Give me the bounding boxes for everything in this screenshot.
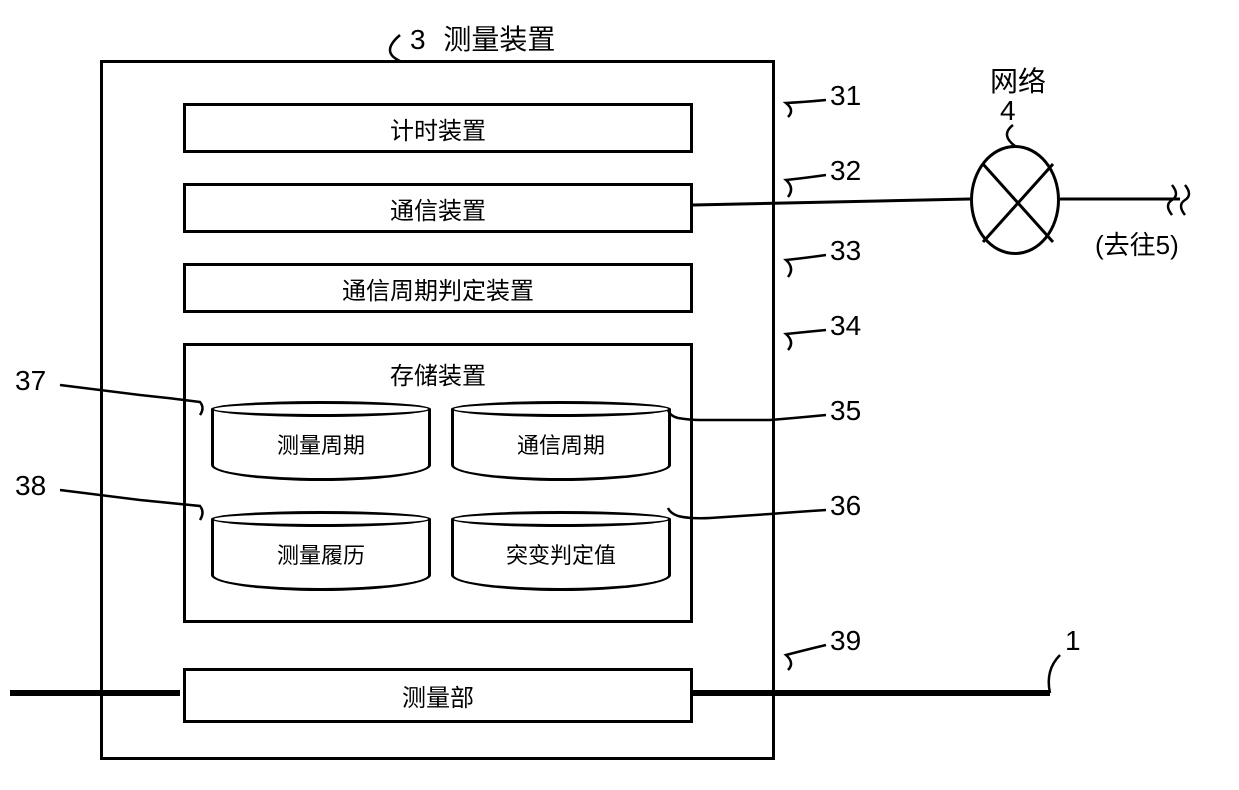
title-num: 3 测量装置 [410, 18, 555, 58]
cyl-35-label: 通信周期 [517, 428, 605, 460]
title-text: 测量装置 [443, 24, 555, 55]
box-39-measurement-unit: 测量部 [183, 668, 693, 723]
measurement-device-box: 计时装置 通信装置 通信周期判定装置 存储装置 测量周期 通信周期 测 [100, 60, 775, 760]
box-31-label: 计时装置 [390, 111, 486, 146]
ref-38: 38 [15, 470, 46, 502]
box-31-timer: 计时装置 [183, 103, 693, 153]
box-32-comm-device: 通信装置 [183, 183, 693, 233]
box-33-comm-period-judge: 通信周期判定装置 [183, 263, 693, 313]
ref-36: 36 [830, 490, 861, 522]
box-39-label: 测量部 [402, 678, 474, 713]
ref-4: 4 [1000, 95, 1016, 127]
ref-3: 3 [410, 24, 426, 55]
ref-37: 37 [15, 365, 46, 397]
ref-32: 32 [830, 155, 861, 187]
ref-33: 33 [830, 235, 861, 267]
box-32-label: 通信装置 [390, 191, 486, 226]
storage-title: 存储装置 [186, 346, 690, 391]
cyl-37-label: 测量周期 [277, 428, 365, 460]
cylinder-36: 突变判定值 [451, 511, 671, 591]
cylinder-38: 测量履历 [211, 511, 431, 591]
cyl-38-label: 测量履历 [277, 538, 365, 570]
box-34-storage: 存储装置 测量周期 通信周期 测量履历 突变判定值 [183, 343, 693, 623]
dest-label: (去往5) [1095, 225, 1179, 262]
cylinder-37: 测量周期 [211, 401, 431, 481]
ref-35: 35 [830, 395, 861, 427]
ref-1: 1 [1065, 625, 1081, 657]
ref-34: 34 [830, 310, 861, 342]
cylinder-35: 通信周期 [451, 401, 671, 481]
network-node [970, 145, 1060, 255]
ref-31: 31 [830, 80, 861, 112]
box-33-label: 通信周期判定装置 [342, 271, 534, 306]
ref-39: 39 [830, 625, 861, 657]
cyl-36-label: 突变判定值 [506, 538, 616, 570]
network-label: 网络 [990, 60, 1046, 100]
diagram-canvas: 3 测量装置 计时装置 通信装置 通信周期判定装置 存储装置 测量周期 [0, 0, 1239, 790]
